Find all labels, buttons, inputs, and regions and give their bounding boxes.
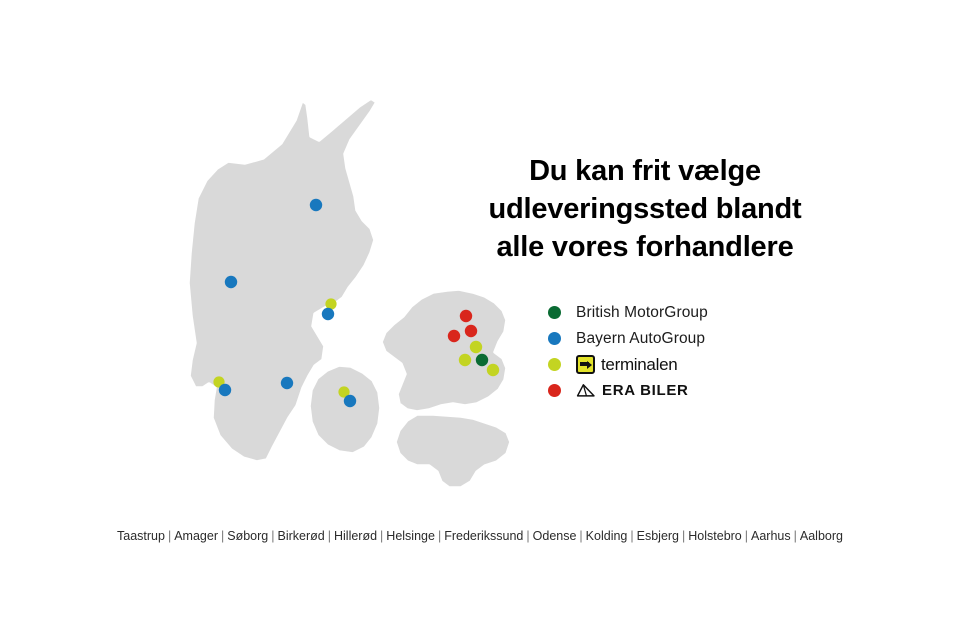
landmass-zealand (379, 287, 509, 414)
marker-aalborg (309, 198, 323, 212)
marker-aarhus-blue (321, 307, 335, 321)
city-name: Birkerød (277, 529, 325, 543)
landmass-funen (307, 363, 383, 456)
map-markers (213, 198, 500, 408)
city-name: Esbjerg (636, 529, 680, 543)
city-name: Hillerød (333, 529, 378, 543)
era-triangle-icon (576, 383, 595, 397)
city-separator: | (271, 529, 275, 543)
legend-item-terminalen[interactable]: terminalen (548, 352, 848, 377)
city-name: Helsinge (386, 529, 435, 543)
denmark-map (185, 88, 525, 508)
marker-kolding-blue (280, 376, 294, 390)
map-landmasses (186, 96, 513, 490)
city-separator: | (793, 529, 797, 543)
city-name: Taastrup (117, 529, 165, 543)
headline-line-2: udleveringssted blandt (488, 193, 802, 225)
city-name: Amager (174, 529, 218, 543)
city-separator: | (579, 529, 583, 543)
legend-dot-green (548, 306, 561, 319)
landmass-lolland-falster (393, 412, 513, 490)
city-separator: | (167, 529, 172, 543)
marker-soborg-green (475, 353, 489, 367)
city-separator: | (630, 529, 634, 543)
city-separator: | (682, 529, 686, 543)
headline-line-1: Du kan frit vælge (529, 155, 761, 187)
city-list: Taastrup | Amager | Søborg | Birkerød | Hillerød… (0, 529, 960, 543)
headline: Du kan frit vælge udleveringssted blandt… (470, 152, 820, 266)
marker-esbjerg-blue (218, 383, 232, 397)
denmark-map-svg (186, 96, 513, 490)
legend-label-british-motorgroup: British MotorGroup (576, 303, 708, 321)
marker-frederikssund-red (447, 329, 461, 343)
terminalen-logo: terminalen (576, 354, 678, 375)
city-separator: | (221, 529, 225, 543)
city-name: Aarhus (751, 529, 791, 543)
city-name: Søborg (227, 529, 269, 543)
dealer-legend: British MotorGroup Bayern AutoGroup term… (548, 300, 848, 404)
legend-dot-red (548, 384, 561, 397)
terminalen-arrow-icon (576, 355, 595, 374)
marker-holstebro (224, 275, 238, 289)
legend-item-british-motorgroup[interactable]: British MotorGroup (548, 300, 848, 325)
city-separator: | (327, 529, 331, 543)
legend-label-bayern-autogroup: Bayern AutoGroup (576, 329, 706, 347)
marker-hillerod-red (464, 324, 478, 338)
city-separator: | (526, 529, 530, 543)
legend-item-bayern-autogroup[interactable]: Bayern AutoGroup (548, 326, 848, 351)
city-separator: | (744, 529, 749, 543)
marker-odense-blue (343, 394, 357, 408)
city-separator: | (437, 529, 442, 543)
headline-line-3: alle vores forhandlere (496, 231, 794, 263)
city-name: Aalborg (799, 529, 843, 543)
marker-amager-lime (486, 363, 500, 377)
city-name: Frederikssund (444, 529, 524, 543)
landmass-jutland (186, 96, 379, 464)
era-biler-logo: ERA BILER (576, 382, 689, 399)
marker-aarhus-lime (325, 298, 337, 310)
legend-dot-lime (548, 358, 561, 371)
city-name: Holstebro (688, 529, 742, 543)
city-separator: | (380, 529, 384, 543)
legend-label-era-biler: ERA BILER (602, 382, 689, 399)
city-name: Kolding (585, 529, 628, 543)
marker-helsinge-red (459, 309, 473, 323)
city-name: Odense (532, 529, 577, 543)
marker-taastrup-lime (458, 353, 472, 367)
marker-birkerod-lime (469, 340, 483, 354)
marker-odense-lime (338, 386, 350, 398)
legend-item-era-biler[interactable]: ERA BILER (548, 378, 848, 403)
legend-dot-blue (548, 332, 561, 345)
legend-label-terminalen: terminalen (601, 354, 678, 374)
